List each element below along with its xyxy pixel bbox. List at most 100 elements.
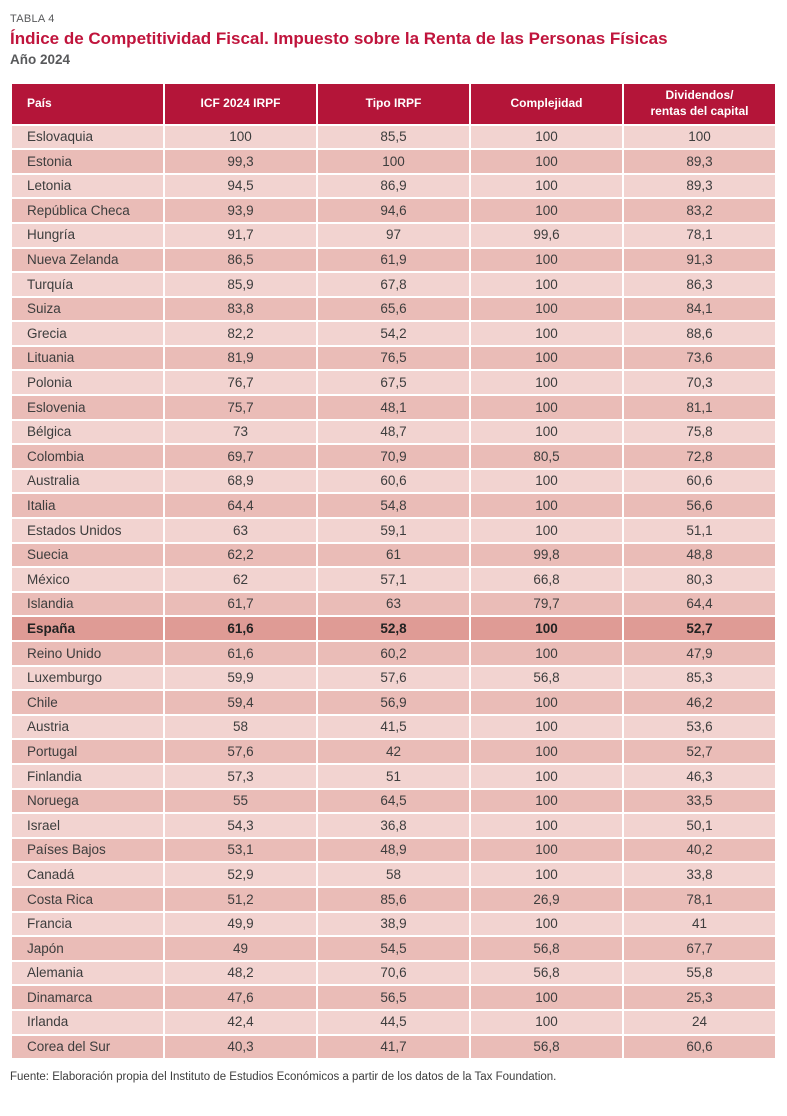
- country-cell: Colombia: [10, 443, 165, 470]
- table-row: Canadá 52,9 58 100 33,8: [10, 861, 777, 888]
- tipo-irpf-value-cell: 97: [316, 221, 471, 249]
- table-row: Eslovenia 75,7 48,1 100 81,1: [10, 394, 777, 421]
- header-row: País ICF 2024 IRPF Tipo IRPF Complejidad…: [10, 81, 777, 126]
- tipo-irpf-value-cell: 60,2: [316, 640, 471, 667]
- complejidad-value-cell: 100: [469, 394, 624, 421]
- icf-value-cell: 58: [163, 713, 318, 741]
- country-cell: Turquía: [10, 271, 165, 298]
- dividendos-value-cell: 67,7: [622, 935, 777, 962]
- dividendos-value-cell: 84,1: [622, 295, 777, 323]
- icf-value-cell: 73: [163, 418, 318, 446]
- tipo-irpf-value-cell: 44,5: [316, 1008, 471, 1036]
- complejidad-value-cell: 100: [469, 344, 624, 372]
- tipo-irpf-value-cell: 48,7: [316, 418, 471, 446]
- icf-value-cell: 55: [163, 787, 318, 815]
- tipo-irpf-value-cell: 54,5: [316, 935, 471, 962]
- table-row: España 61,6 52,8 100 52,7: [10, 615, 777, 642]
- country-cell: España: [10, 615, 165, 642]
- report-page: TABLA 4 Índice de Competitividad Fiscal.…: [10, 13, 777, 1084]
- country-cell: Eslovaquia: [10, 123, 165, 151]
- icf-value-cell: 68,9: [163, 467, 318, 495]
- icf-value-cell: 53,1: [163, 836, 318, 864]
- icf-value-cell: 81,9: [163, 344, 318, 372]
- icf-value-cell: 93,9: [163, 197, 318, 224]
- dividendos-value-cell: 85,3: [622, 664, 777, 692]
- complejidad-value-cell: 100: [469, 713, 624, 741]
- country-cell: Japón: [10, 935, 165, 962]
- country-cell: Australia: [10, 467, 165, 495]
- country-cell: México: [10, 566, 165, 593]
- table-row: República Checa 93,9 94,6 100 83,2: [10, 197, 777, 224]
- icf-value-cell: 57,6: [163, 738, 318, 765]
- country-cell: Países Bajos: [10, 836, 165, 864]
- tipo-irpf-value-cell: 58: [316, 861, 471, 888]
- icf-value-cell: 69,7: [163, 443, 318, 470]
- icf-value-cell: 63: [163, 517, 318, 544]
- dividendos-value-cell: 89,3: [622, 172, 777, 200]
- complejidad-value-cell: 56,8: [469, 959, 624, 987]
- dividendos-value-cell: 56,6: [622, 492, 777, 520]
- table-row: Israel 54,3 36,8 100 50,1: [10, 812, 777, 839]
- icf-value-cell: 61,7: [163, 590, 318, 618]
- country-cell: Letonia: [10, 172, 165, 200]
- complejidad-value-cell: 100: [469, 517, 624, 544]
- tipo-irpf-value-cell: 51: [316, 763, 471, 790]
- dividendos-value-cell: 91,3: [622, 246, 777, 274]
- table-label: TABLA 4: [10, 13, 55, 25]
- tipo-irpf-value-cell: 67,5: [316, 369, 471, 397]
- country-cell: Dinamarca: [10, 984, 165, 1011]
- complejidad-value-cell: 100: [469, 640, 624, 667]
- table-row: Austria 58 41,5 100 53,6: [10, 713, 777, 741]
- dividendos-value-cell: 33,8: [622, 861, 777, 888]
- tipo-irpf-value-cell: 38,9: [316, 910, 471, 938]
- complejidad-value-cell: 100: [469, 787, 624, 815]
- icf-value-cell: 94,5: [163, 172, 318, 200]
- tipo-irpf-value-cell: 54,8: [316, 492, 471, 520]
- table-row: Irlanda 42,4 44,5 100 24: [10, 1008, 777, 1036]
- country-cell: Costa Rica: [10, 885, 165, 913]
- table-row: Bélgica 73 48,7 100 75,8: [10, 418, 777, 446]
- country-cell: Lituania: [10, 344, 165, 372]
- source-note: Fuente: Elaboración propia del Instituto…: [10, 1071, 557, 1084]
- icf-value-cell: 40,3: [163, 1033, 318, 1061]
- complejidad-value-cell: 100: [469, 836, 624, 864]
- table-row: Chile 59,4 56,9 100 46,2: [10, 689, 777, 716]
- dividendos-value-cell: 75,8: [622, 418, 777, 446]
- tipo-irpf-value-cell: 57,1: [316, 566, 471, 593]
- country-cell: Finlandia: [10, 763, 165, 790]
- tipo-irpf-value-cell: 56,5: [316, 984, 471, 1011]
- dividendos-value-cell: 86,3: [622, 271, 777, 298]
- table-row: Eslovaquia 100 85,5 100 100: [10, 123, 777, 151]
- icf-value-cell: 85,9: [163, 271, 318, 298]
- country-cell: Reino Unido: [10, 640, 165, 667]
- tipo-irpf-value-cell: 41,7: [316, 1033, 471, 1061]
- country-cell: Luxemburgo: [10, 664, 165, 692]
- complejidad-value-cell: 100: [469, 148, 624, 175]
- complejidad-value-cell: 100: [469, 197, 624, 224]
- complejidad-value-cell: 100: [469, 861, 624, 888]
- complejidad-value-cell: 79,7: [469, 590, 624, 618]
- icf-value-cell: 91,7: [163, 221, 318, 249]
- tipo-irpf-value-cell: 65,6: [316, 295, 471, 323]
- icf-value-cell: 75,7: [163, 394, 318, 421]
- icf-value-cell: 83,8: [163, 295, 318, 323]
- complejidad-value-cell: 100: [469, 172, 624, 200]
- complejidad-value-cell: 100: [469, 738, 624, 765]
- dividendos-value-cell: 46,3: [622, 763, 777, 790]
- dividendos-value-cell: 70,3: [622, 369, 777, 397]
- tipo-irpf-value-cell: 70,9: [316, 443, 471, 470]
- dividendos-value-cell: 47,9: [622, 640, 777, 667]
- complejidad-value-cell: 100: [469, 369, 624, 397]
- tipo-irpf-value-cell: 76,5: [316, 344, 471, 372]
- table-row: Países Bajos 53,1 48,9 100 40,2: [10, 836, 777, 864]
- complejidad-value-cell: 100: [469, 615, 624, 642]
- column-header-icf: ICF 2024 IRPF: [163, 81, 318, 126]
- table-row: Australia 68,9 60,6 100 60,6: [10, 467, 777, 495]
- tipo-irpf-value-cell: 42: [316, 738, 471, 765]
- dividendos-value-cell: 53,6: [622, 713, 777, 741]
- icf-value-cell: 57,3: [163, 763, 318, 790]
- country-cell: Noruega: [10, 787, 165, 815]
- country-cell: Corea del Sur: [10, 1033, 165, 1061]
- icf-value-cell: 48,2: [163, 959, 318, 987]
- column-header-complejidad: Complejidad: [469, 81, 624, 126]
